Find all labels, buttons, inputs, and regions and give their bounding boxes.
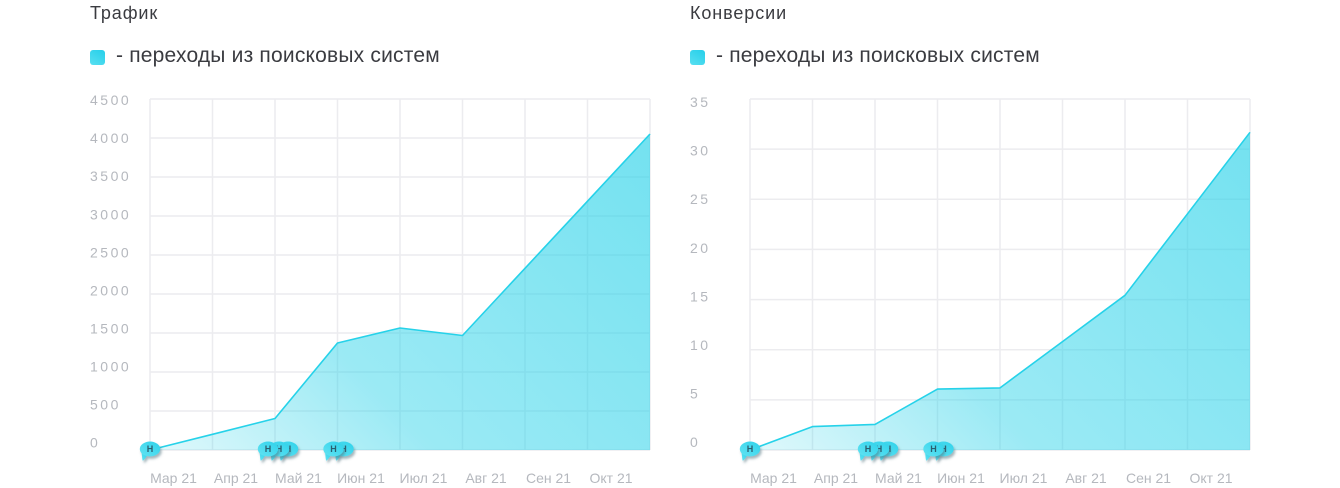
- svg-text:Окт 21: Окт 21: [589, 470, 632, 486]
- svg-text:Апр 21: Апр 21: [814, 470, 858, 486]
- svg-text:4500: 4500: [90, 92, 131, 108]
- svg-text:30: 30: [690, 143, 711, 159]
- svg-text:Май 21: Май 21: [875, 470, 922, 486]
- svg-text:Н: Н: [330, 444, 337, 454]
- svg-text:0: 0: [90, 435, 100, 451]
- svg-text:20: 20: [690, 240, 711, 256]
- svg-text:Авг 21: Авг 21: [465, 470, 507, 486]
- svg-text:Сен 21: Сен 21: [1126, 470, 1171, 486]
- svg-text:3000: 3000: [90, 206, 131, 222]
- svg-text:4000: 4000: [90, 130, 131, 146]
- svg-text:0: 0: [690, 434, 700, 450]
- svg-text:Н: Н: [276, 444, 283, 454]
- svg-text:1500: 1500: [90, 320, 131, 336]
- svg-text:Н: Н: [265, 444, 272, 454]
- svg-text:500: 500: [90, 397, 121, 413]
- svg-text:Июл 21: Июл 21: [400, 470, 448, 486]
- svg-text:Н: Н: [876, 444, 883, 454]
- svg-text:Июн 21: Июн 21: [337, 470, 385, 486]
- svg-text:Сен 21: Сен 21: [526, 470, 571, 486]
- svg-text:Май 21: Май 21: [275, 470, 322, 486]
- svg-text:Н: Н: [930, 444, 937, 454]
- svg-text:2000: 2000: [90, 282, 131, 298]
- svg-text:Апр 21: Апр 21: [214, 470, 258, 486]
- svg-text:Н: Н: [865, 444, 872, 454]
- svg-text:10: 10: [690, 337, 711, 353]
- svg-text:35: 35: [690, 94, 711, 110]
- svg-text:15: 15: [690, 288, 711, 304]
- svg-text:Н: Н: [147, 444, 154, 454]
- svg-text:5: 5: [690, 386, 700, 402]
- svg-text:3500: 3500: [90, 168, 131, 184]
- svg-text:Мар 21: Мар 21: [750, 470, 797, 486]
- svg-text:Окт 21: Окт 21: [1189, 470, 1232, 486]
- svg-text:Июн 21: Июн 21: [937, 470, 985, 486]
- svg-text:1000: 1000: [90, 359, 131, 375]
- svg-text:25: 25: [690, 191, 711, 207]
- svg-text:Мар 21: Мар 21: [150, 470, 197, 486]
- svg-text:Июл 21: Июл 21: [1000, 470, 1048, 486]
- svg-text:Н: Н: [747, 444, 754, 454]
- svg-text:2500: 2500: [90, 244, 131, 260]
- svg-text:Авг 21: Авг 21: [1065, 470, 1107, 486]
